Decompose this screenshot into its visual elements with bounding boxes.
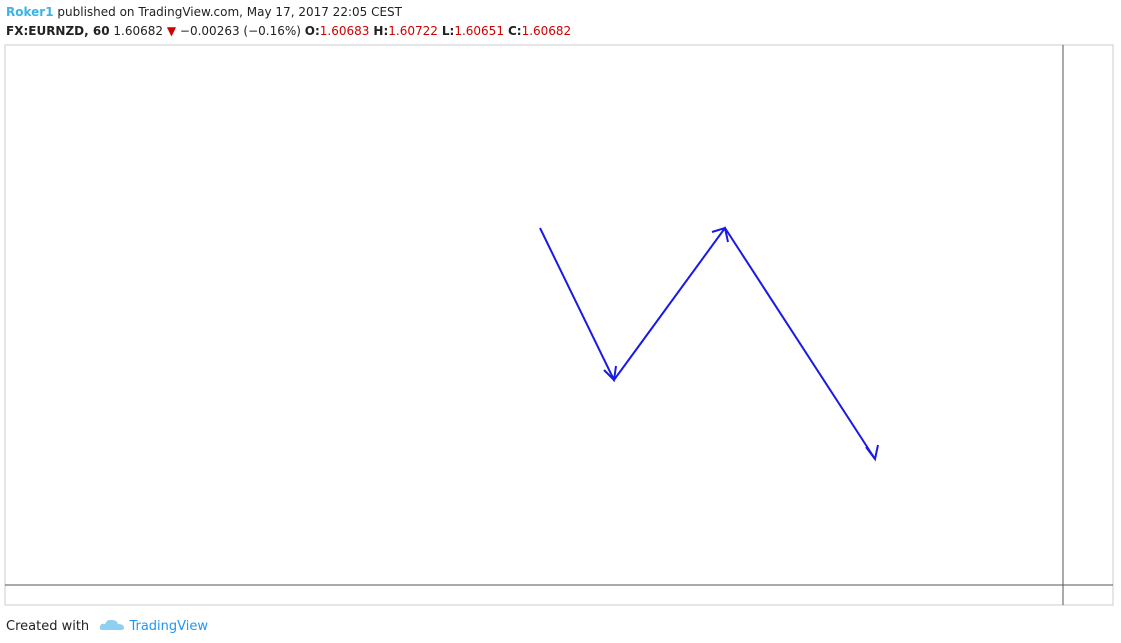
created: Created with — [6, 619, 90, 634]
published: published on TradingView.com, May 17, 20… — [57, 5, 402, 19]
footer: Created with TradingView — [6, 616, 208, 634]
ohlc-value: 1.60683 — [319, 24, 370, 38]
publish-line: Roker1 published on TradingView.com, May… — [6, 3, 575, 22]
ohlc-value: 1.60651 — [454, 24, 504, 38]
ohlc: O:1.60683 H:1.60722 L:1.60651 C:1.60682 — [305, 24, 575, 38]
down-arrow: ▼ — [166, 24, 177, 38]
header: Roker1 published on TradingView.com, May… — [6, 3, 575, 41]
symbol: FX:EURNZD, 60 — [6, 24, 110, 38]
arrow-head — [865, 444, 879, 462]
ohlc-value: 1.60682 — [521, 24, 572, 38]
arrow-head — [711, 226, 729, 243]
arrow-head — [603, 365, 617, 383]
projection — [539, 226, 879, 462]
ohlc-key: H: — [373, 24, 389, 38]
brand[interactable]: TradingView — [129, 619, 208, 634]
last: 1.60682 — [113, 24, 164, 38]
ohlc-key: L: — [441, 24, 455, 38]
logo-cloud — [100, 619, 125, 630]
logo — [100, 619, 125, 630]
change: −0.00263 (−0.16%) — [179, 24, 301, 38]
projection-path — [539, 226, 876, 460]
ohlc-key: C: — [507, 24, 522, 38]
ohlc-key: O: — [304, 24, 320, 38]
quote-line: FX:EURNZD, 60 1.60682 ▼ −0.00263 (−0.16%… — [6, 22, 575, 41]
frame — [4, 44, 1114, 606]
ohlc-value: 1.60722 — [388, 24, 438, 38]
author[interactable]: Roker1 — [6, 5, 54, 19]
